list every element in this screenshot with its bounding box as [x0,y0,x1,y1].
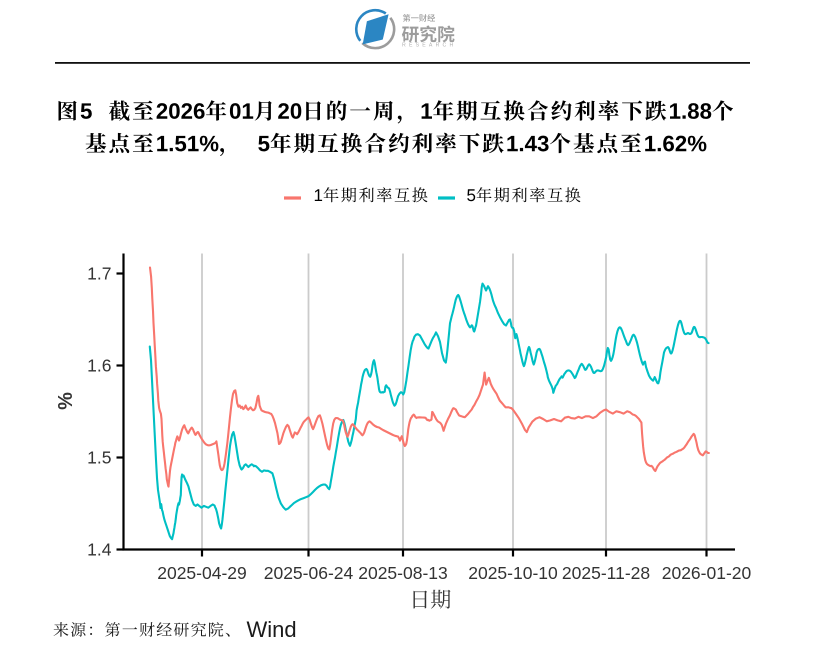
svg-text:2026-01-20: 2026-01-20 [662,563,752,583]
svg-text:2025-04-29: 2025-04-29 [157,563,247,583]
svg-text:Wind: Wind [247,617,297,642]
svg-text:2025-11-28: 2025-11-28 [562,563,650,583]
svg-text:1.4: 1.4 [87,540,112,560]
svg-text:2025-10-10: 2025-10-10 [468,563,558,583]
svg-text:RESEARCH: RESEARCH [402,42,456,48]
svg-text:2025-06-24: 2025-06-24 [264,563,354,583]
svg-text:%: % [55,392,77,410]
svg-text:1.5: 1.5 [87,448,111,468]
svg-text:2025-08-13: 2025-08-13 [358,563,448,583]
svg-text:1.7: 1.7 [87,264,111,284]
svg-text:1.6: 1.6 [87,356,111,376]
